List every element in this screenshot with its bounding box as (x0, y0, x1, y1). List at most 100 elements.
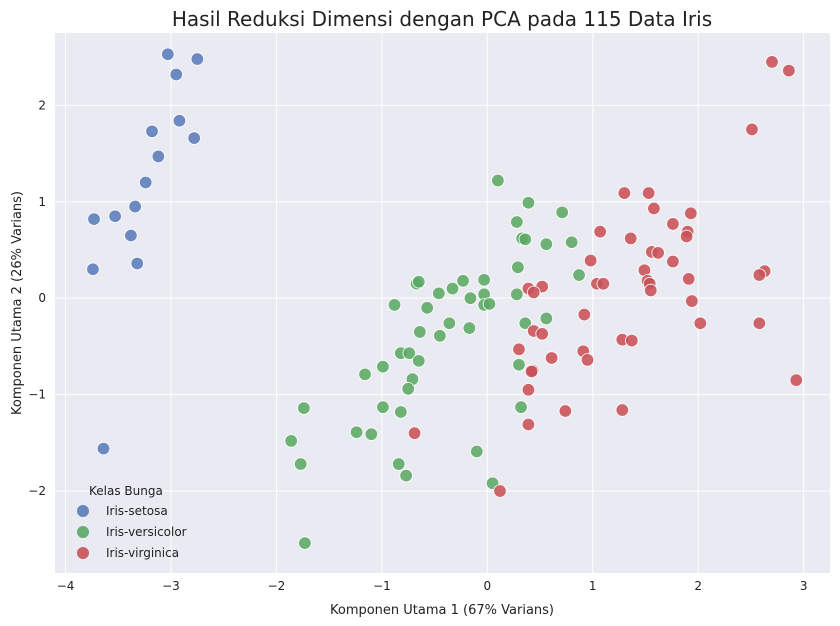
point-iris-versicolor (284, 434, 298, 448)
point-iris-virginica (544, 351, 559, 365)
legend-marker-setosa (77, 505, 89, 517)
x-tick-label: 0 (483, 579, 491, 593)
point-iris-virginica (577, 307, 592, 322)
point-iris-virginica (624, 231, 638, 246)
point-iris-versicolor (412, 354, 426, 368)
point-iris-virginica (752, 268, 767, 282)
point-iris-virginica (524, 364, 539, 379)
point-iris-versicolor (518, 316, 532, 330)
point-iris-virginica (647, 201, 661, 216)
legend: Kelas Bunga Iris-setosa Iris-versicolor … (77, 484, 187, 560)
point-iris-versicolor (521, 196, 536, 210)
point-iris-setosa (169, 67, 183, 82)
point-iris-versicolor (477, 273, 491, 287)
point-iris-versicolor (511, 260, 525, 275)
point-iris-versicolor (512, 358, 526, 372)
point-iris-virginica (580, 353, 595, 367)
point-iris-versicolor (555, 205, 569, 220)
point-iris-versicolor (510, 215, 524, 229)
point-iris-virginica (512, 342, 526, 356)
point-iris-setosa (187, 131, 201, 145)
x-tick-label: 3 (800, 579, 808, 593)
y-tick-label: 2 (38, 98, 46, 112)
point-iris-versicolor (376, 400, 390, 414)
point-iris-virginica (679, 229, 694, 244)
point-iris-virginica (693, 316, 708, 330)
point-iris-setosa (96, 441, 111, 456)
point-iris-versicolor (433, 329, 447, 343)
point-iris-versicolor (442, 316, 457, 330)
point-iris-virginica (615, 403, 629, 417)
point-iris-virginica (651, 246, 665, 260)
point-iris-versicolor (539, 311, 554, 326)
point-iris-versicolor (482, 297, 497, 311)
point-iris-versicolor (413, 325, 427, 339)
point-iris-setosa (190, 52, 205, 66)
point-iris-versicolor (564, 235, 579, 249)
point-iris-versicolor (401, 382, 415, 396)
point-iris-virginica (789, 373, 803, 387)
point-iris-versicolor (456, 274, 470, 288)
point-iris-versicolor (392, 457, 406, 471)
point-iris-virginica (625, 333, 639, 348)
x-tick-label: −4 (57, 579, 75, 593)
point-iris-versicolor (432, 286, 446, 301)
point-iris-setosa (161, 47, 175, 61)
point-iris-virginica (684, 206, 698, 221)
legend-marker-versicolor (77, 526, 89, 538)
y-tick-label: 0 (38, 291, 46, 305)
point-iris-setosa (86, 262, 100, 276)
x-tick-label: 1 (589, 579, 597, 593)
point-iris-versicolor (412, 275, 426, 289)
point-iris-setosa (138, 175, 153, 190)
y-tick-label: −2 (28, 484, 46, 498)
point-iris-versicolor (293, 457, 308, 471)
point-iris-versicolor (445, 281, 460, 296)
point-iris-versicolor (297, 401, 311, 415)
point-iris-versicolor (402, 346, 416, 360)
point-iris-setosa (87, 212, 101, 226)
point-iris-virginica (666, 217, 680, 231)
point-iris-setosa (124, 228, 138, 243)
point-iris-virginica (641, 186, 656, 200)
point-iris-virginica (583, 253, 598, 268)
point-iris-versicolor (572, 268, 586, 282)
point-iris-setosa (145, 124, 159, 139)
point-iris-versicolor (514, 400, 528, 414)
data-points (86, 47, 803, 550)
point-iris-virginica (593, 224, 607, 239)
x-tick-label: −3 (162, 579, 180, 593)
point-iris-setosa (108, 209, 122, 223)
point-iris-setosa (130, 256, 144, 271)
legend-label-setosa: Iris-setosa (106, 504, 168, 518)
point-iris-virginica (782, 63, 796, 78)
legend-title: Kelas Bunga (89, 484, 163, 498)
point-iris-virginica (617, 186, 632, 200)
point-iris-virginica (745, 122, 759, 137)
point-iris-virginica (407, 426, 422, 440)
point-iris-versicolor (470, 444, 484, 459)
point-iris-virginica (493, 484, 507, 498)
point-iris-virginica (521, 383, 536, 397)
point-iris-versicolor (349, 425, 364, 439)
point-iris-versicolor (539, 237, 554, 251)
point-iris-versicolor (387, 298, 402, 312)
point-iris-versicolor (364, 427, 379, 441)
point-iris-virginica (752, 316, 767, 330)
point-iris-versicolor (463, 291, 478, 305)
point-iris-virginica (535, 327, 549, 341)
x-tick-label: 2 (694, 579, 702, 593)
point-iris-virginica (521, 417, 536, 432)
x-axis-label: Komponen Utama 1 (67% Varians) (330, 603, 554, 618)
point-iris-versicolor (376, 359, 390, 374)
point-iris-versicolor (394, 405, 408, 419)
point-iris-versicolor (298, 536, 312, 550)
y-axis-label: Komponen Utama 2 (26% Varians) (10, 191, 25, 415)
point-iris-setosa (128, 199, 142, 214)
point-iris-versicolor (510, 287, 524, 302)
point-iris-virginica (596, 277, 610, 291)
point-iris-virginica (685, 294, 699, 308)
point-iris-setosa (172, 114, 187, 128)
x-tick-label: −1 (373, 579, 391, 593)
